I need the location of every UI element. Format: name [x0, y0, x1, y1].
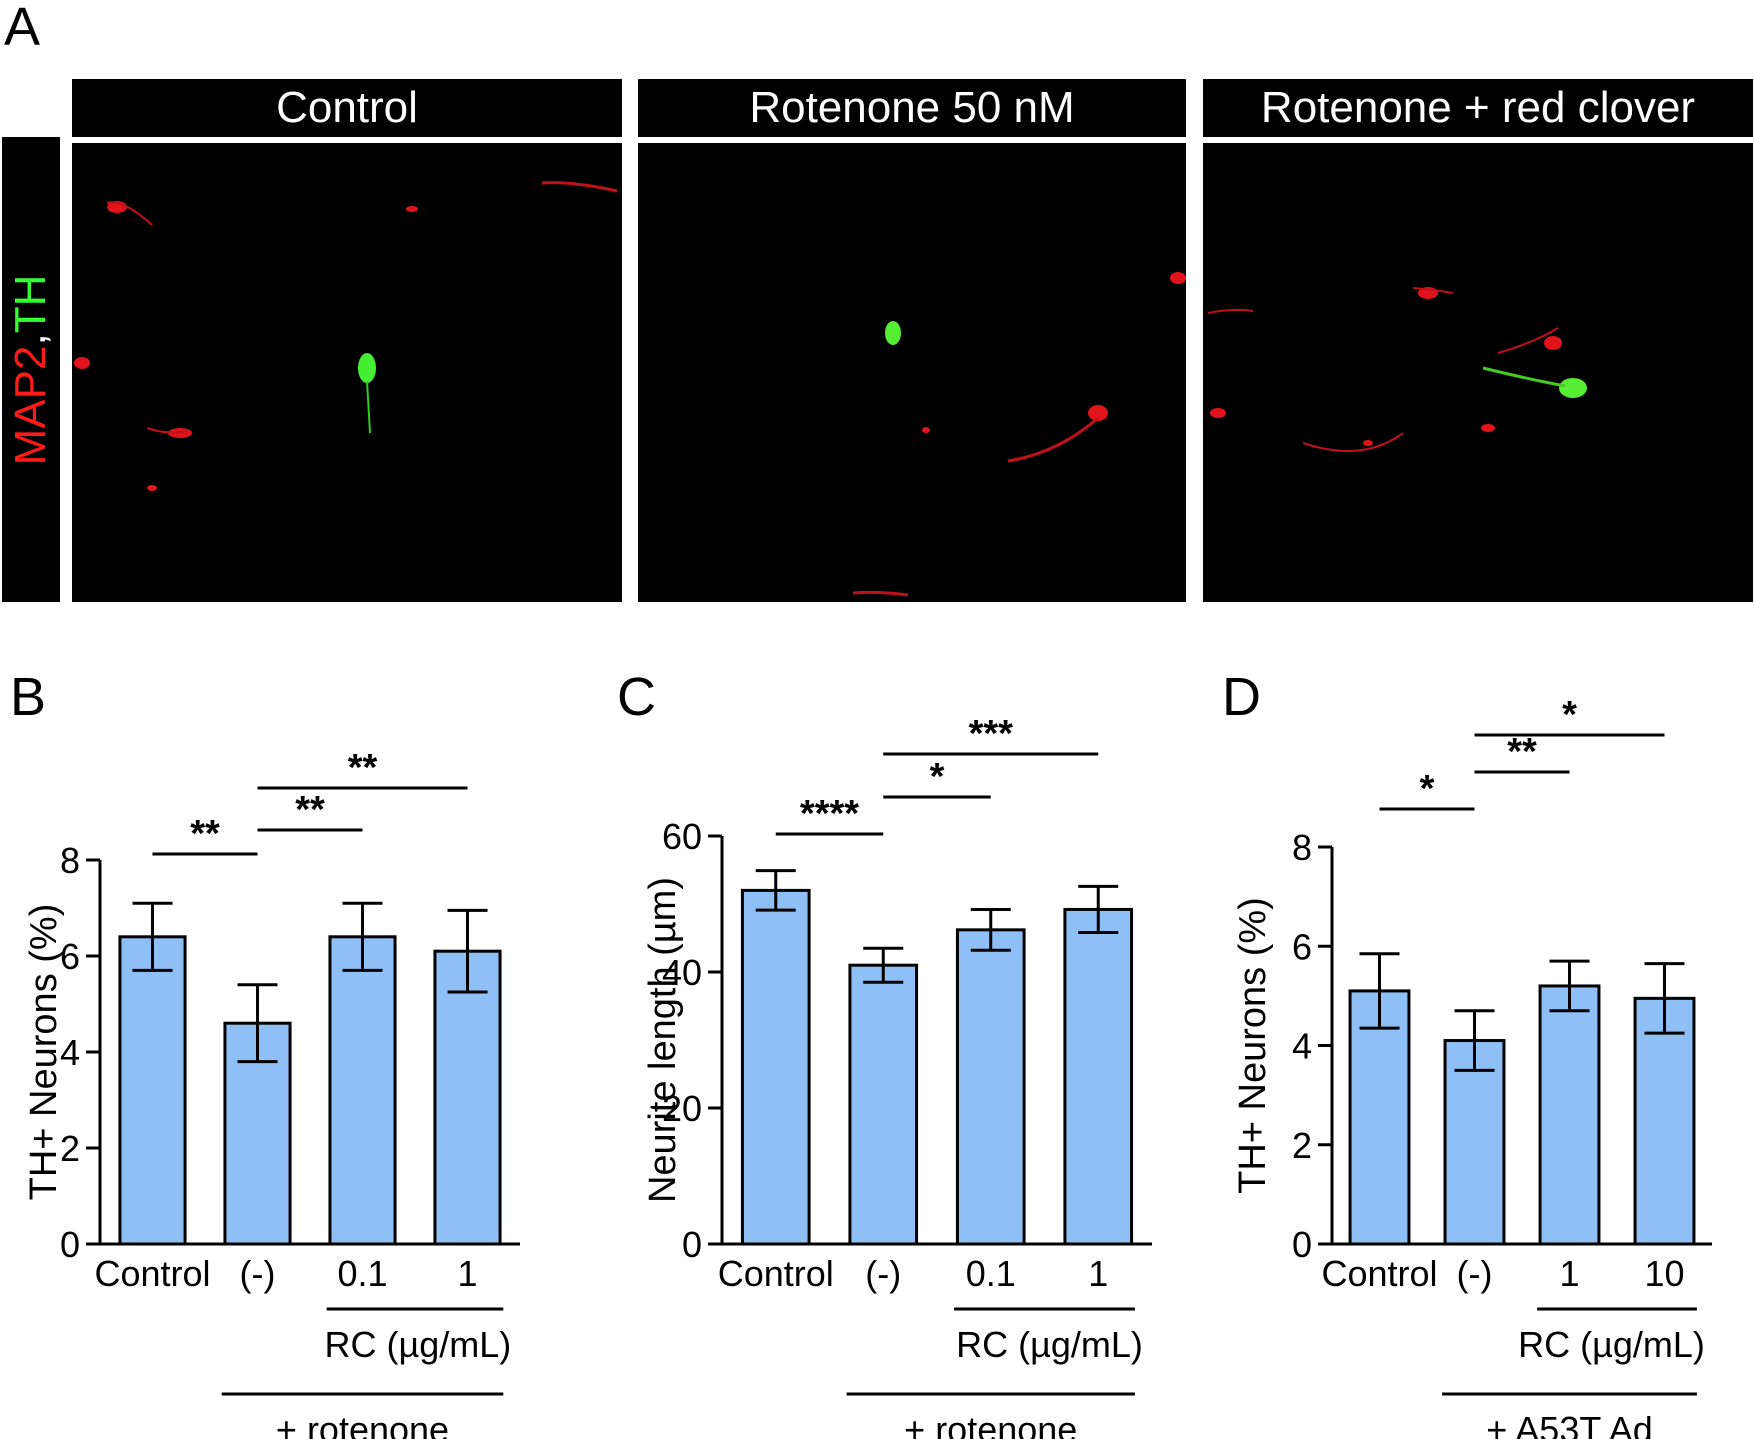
chart-b-sig-label-1: ** [295, 789, 325, 831]
chart-d-ytick-label-0: 0 [1292, 1224, 1312, 1265]
chart-b-letter: B [10, 667, 46, 727]
micrograph-rotenone [638, 143, 1186, 602]
chart-c-bar-1 [848, 963, 919, 1246]
chart-d-ytick-label-3: 6 [1292, 926, 1312, 967]
chart-c-group-label-0: RC (µg/mL) [956, 1324, 1143, 1365]
chart-b-bar-3 [433, 949, 502, 1246]
header-rotenone-red-clover: Rotenone + red clover [1203, 79, 1753, 137]
chart-d-bar-0 [1348, 989, 1411, 1246]
header-rotenone: Rotenone 50 nM [638, 79, 1186, 137]
chart-b-ytick-label-3: 6 [60, 936, 80, 977]
chart-d-xtick-label-0: Control [1321, 1253, 1437, 1294]
chart-d-ytick-label-2: 4 [1292, 1026, 1312, 1067]
chart-b-bar-2 [328, 935, 397, 1246]
chart-b-sig-label-2: ** [348, 747, 378, 789]
chart-b-ylabel: TH+ Neurons (%) [23, 904, 65, 1201]
chart-c-xtick-label-0: Control [718, 1253, 834, 1294]
chart-c-sig-label-0: **** [800, 793, 859, 835]
chart-b-xtick-label-2: 0.1 [337, 1253, 387, 1294]
micrograph-control [72, 143, 622, 602]
chart-d-group-label-0: RC (µg/mL) [1518, 1324, 1705, 1365]
micrograph-rotenone-red-clover [1203, 143, 1753, 602]
chart-c-group-label-1: + rotenone [904, 1409, 1077, 1439]
chart-d-bar-1 [1443, 1039, 1506, 1246]
chart-c-xtick-label-2: 0.1 [966, 1253, 1016, 1294]
chart-d-sig-label-1: ** [1507, 731, 1537, 773]
chart-b-group-label-1: + rotenone [276, 1409, 449, 1439]
chart-d-sig-label-0: * [1420, 768, 1435, 810]
chart-d-xtick-label-3: 10 [1644, 1253, 1684, 1294]
chart-b-xtick-label-0: Control [94, 1253, 210, 1294]
chart-d-ytick-label-4: 8 [1292, 827, 1312, 868]
chart-d-sig-label-2: * [1562, 694, 1577, 736]
chart-c-bar-3 [1063, 907, 1134, 1246]
chart-c-xtick-label-3: 1 [1088, 1253, 1108, 1294]
chart-c-xtick-label-1: (-) [865, 1253, 901, 1294]
chart-b-ytick-label-0: 0 [60, 1224, 80, 1265]
chart-d-group-label-1: + A53T Ad [1486, 1409, 1652, 1439]
chart-b-ytick-label-4: 8 [60, 840, 80, 881]
chart-b-xtick-label-3: 1 [457, 1253, 477, 1294]
chart-b-xtick-label-1: (-) [240, 1253, 276, 1294]
chart-c-letter: C [617, 667, 656, 727]
chart-c-ytick-label-1: 20 [662, 1088, 702, 1129]
chart-c-ytick-label-3: 60 [662, 816, 702, 857]
chart-c-ytick-label-2: 40 [662, 952, 702, 993]
chart-c-sig-label-2: *** [969, 713, 1014, 755]
chart-b-bar-0 [118, 935, 187, 1246]
chart-b-ytick-label-1: 2 [60, 1128, 80, 1169]
chart-d-bar-3 [1633, 996, 1696, 1246]
header-control: Control [72, 79, 622, 137]
chart-c-ylabel: Neurite length (µm) [642, 877, 684, 1203]
chart-d-bar-2 [1538, 984, 1601, 1246]
panel-a-letter: A [4, 0, 41, 57]
chart-d-xtick-label-1: (-) [1457, 1253, 1493, 1294]
chart-c-bar-2 [955, 928, 1026, 1246]
chart-b-ytick-label-2: 4 [60, 1032, 80, 1073]
chart-d-letter: D [1222, 667, 1261, 727]
chart-c-sig-label-1: * [930, 756, 945, 798]
chart-b-group-label-0: RC (µg/mL) [325, 1324, 512, 1365]
stain-label: MAP2,TH [2, 137, 60, 602]
chart-b-sig-label-0: ** [190, 813, 220, 855]
chart-d-xtick-label-2: 1 [1559, 1253, 1579, 1294]
chart-d-ytick-label-1: 2 [1292, 1125, 1312, 1166]
chart-d-ylabel: TH+ Neurons (%) [1232, 897, 1274, 1194]
chart-c-bar-0 [740, 888, 811, 1246]
chart-c-ytick-label-0: 0 [682, 1224, 702, 1265]
